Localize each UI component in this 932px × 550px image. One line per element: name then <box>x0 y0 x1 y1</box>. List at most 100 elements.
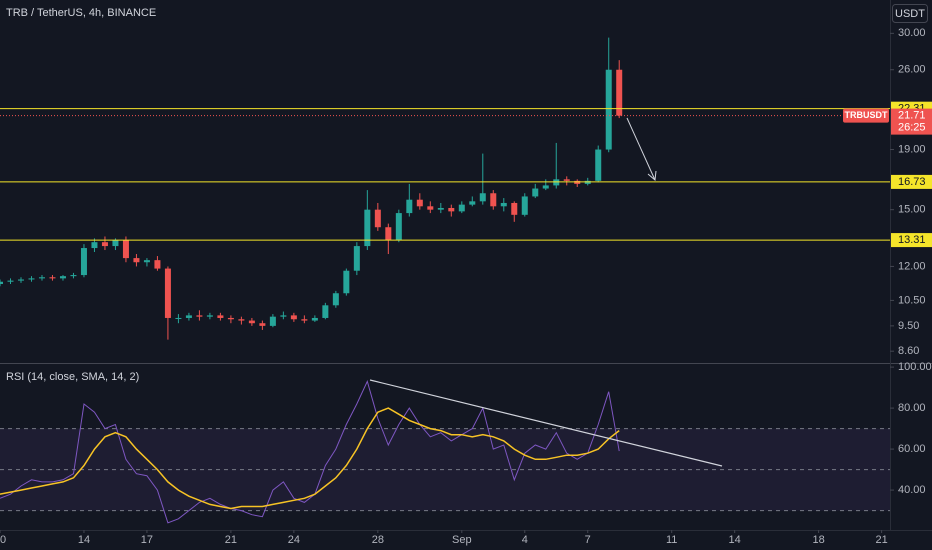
candle-body <box>416 199 423 207</box>
y-tick-label: 12.00 <box>898 260 926 272</box>
candle-body <box>479 193 486 202</box>
candle-body <box>248 320 255 324</box>
currency-label: USDT <box>895 8 925 20</box>
rsi-line <box>0 379 620 524</box>
rsi-y-tick-label: 100.00 <box>898 361 932 373</box>
x-tick-label: 21 <box>225 534 237 546</box>
rsi-y-tick-label: 40.00 <box>898 484 926 496</box>
candle-body <box>406 199 413 214</box>
level-label-box <box>891 233 932 248</box>
x-tick-label: 14 <box>78 534 90 546</box>
arrow-head <box>647 170 657 181</box>
currency-button[interactable] <box>892 4 928 23</box>
candle-body <box>490 193 497 207</box>
candle-body <box>469 201 476 205</box>
candle-body <box>521 196 528 215</box>
candle-body <box>322 305 329 318</box>
candle-body <box>49 277 56 279</box>
x-tick-label: 18 <box>813 534 825 546</box>
arrow-drawing[interactable] <box>626 117 656 181</box>
x-tick-label: 11 <box>666 534 677 546</box>
last-price-box <box>891 108 932 135</box>
candle-body <box>500 202 507 207</box>
candle-body <box>7 280 14 282</box>
y-tick-label: 10.50 <box>898 294 926 306</box>
last-price-label: 21.71 <box>898 110 926 122</box>
y-tick-label: 19.00 <box>898 143 926 155</box>
x-tick-label: 14 <box>729 534 741 546</box>
candle-body <box>280 315 287 317</box>
candle-body <box>17 279 24 281</box>
candle-body <box>133 258 140 263</box>
candle-body <box>563 179 570 181</box>
x-tick-label: 7 <box>585 534 591 546</box>
candle-body <box>343 270 350 294</box>
candle-body <box>38 277 45 279</box>
candle-body <box>112 240 119 247</box>
candle-body <box>196 315 203 317</box>
rsi-band <box>0 428 890 511</box>
candle-body <box>437 207 444 210</box>
y-tick-label: 8.60 <box>898 345 919 357</box>
candle-body <box>511 202 518 215</box>
candle-body <box>80 248 87 276</box>
candle-body <box>532 188 539 197</box>
candle-body <box>59 276 66 279</box>
candle-body <box>364 209 371 247</box>
x-tick-label: 17 <box>141 534 153 546</box>
symbol-label-box <box>843 108 889 123</box>
y-tick-label: 9.50 <box>898 320 919 332</box>
y-tick-label: 30.00 <box>898 27 926 39</box>
candle-body <box>238 319 245 321</box>
candle-body <box>385 227 392 241</box>
candle-body <box>605 69 612 150</box>
candle-body <box>595 149 602 181</box>
rsi-y-tick-label: 80.00 <box>898 402 926 414</box>
candle-body <box>91 242 98 249</box>
symbol-label: TRBUSDT <box>845 110 888 120</box>
candle-body <box>259 323 266 326</box>
y-tick-label: 15.00 <box>898 204 926 216</box>
candle-body <box>269 316 276 326</box>
candle-body <box>374 209 381 228</box>
candle-body <box>217 315 224 318</box>
x-tick-label: 4 <box>522 534 528 546</box>
rsi-trendline[interactable] <box>369 379 723 467</box>
candle-body <box>122 240 129 259</box>
candle-body <box>616 69 623 116</box>
candle-body <box>542 185 549 189</box>
marks: 30.00 26.00 19.00 15.00 12.00 10.50 9.50 8.60 10… <box>0 27 932 546</box>
candle-body <box>458 204 465 212</box>
x-tick-label: Sep <box>452 534 472 546</box>
level-label-box <box>891 174 932 189</box>
candle-body <box>0 281 3 284</box>
level-label: 16.73 <box>898 176 926 188</box>
x-tick-label: 21 <box>875 534 887 546</box>
candle-body <box>143 260 150 263</box>
candle-body <box>290 315 297 320</box>
rsi-y-tick-label: 60.00 <box>898 443 926 455</box>
x-tick-label: 24 <box>288 534 300 546</box>
candle-body <box>206 315 213 317</box>
candle-body <box>185 315 192 318</box>
candle-body <box>311 317 318 321</box>
candle-body <box>175 317 182 319</box>
symbol-title: TRB / TetherUS, 4h, BINANCE <box>6 7 156 19</box>
x-tick-label: 28 <box>372 534 384 546</box>
candle-body <box>70 275 77 277</box>
candle-body <box>154 260 161 269</box>
candle-body <box>332 293 339 306</box>
candle-body <box>101 242 108 247</box>
y-tick-label: 26.00 <box>898 64 926 76</box>
candle-body <box>395 213 402 241</box>
rsi-line <box>0 407 620 510</box>
x-tick-label: 10 <box>0 534 6 546</box>
candle-body <box>427 206 434 210</box>
level-label: 13.31 <box>898 234 926 246</box>
rsi-title: RSI (14, close, SMA, 14, 2) <box>6 371 139 383</box>
candle-body <box>301 319 308 321</box>
candle-body <box>164 268 171 318</box>
rsi-pane <box>0 363 890 530</box>
candle-body <box>227 317 234 320</box>
